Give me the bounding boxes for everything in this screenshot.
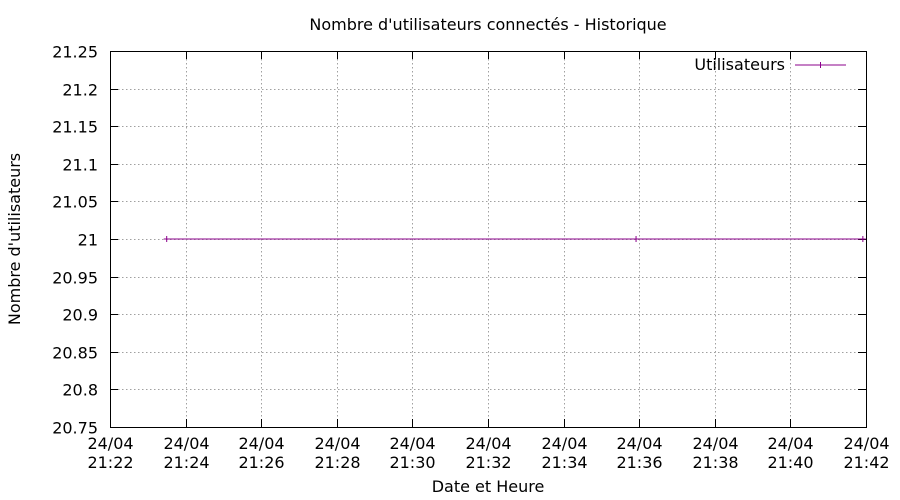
y-axis-label: Nombre d'utilisateurs <box>5 153 24 325</box>
x-tick-label-date: 24/04 <box>163 434 209 453</box>
x-tick-label-time: 21:34 <box>541 453 587 472</box>
y-tick-label: 21.05 <box>52 193 98 212</box>
x-tick-label-time: 21:40 <box>767 453 813 472</box>
y-tick-label: 20.75 <box>52 419 98 438</box>
data-point <box>859 236 866 242</box>
y-tick-label: 20.9 <box>62 306 98 325</box>
x-tick-label-time: 21:24 <box>163 453 209 472</box>
x-tick-label-date: 24/04 <box>616 434 662 453</box>
x-tick-label-time: 21:32 <box>465 453 511 472</box>
chart-title: Nombre d'utilisateurs connectés - Histor… <box>309 15 666 34</box>
x-tick-label-time: 21:22 <box>87 453 133 472</box>
y-tick-label: 21.2 <box>62 81 98 100</box>
x-tick-label-date: 24/04 <box>238 434 284 453</box>
y-tick-label: 21.1 <box>62 156 98 175</box>
y-tick-label: 21 <box>78 231 98 250</box>
x-tick-label-date: 24/04 <box>314 434 360 453</box>
y-tick-label: 21.15 <box>52 118 98 137</box>
axis-ticks: 21.25 21.2 21.15 21.1 21.05 21 20.95 20.9 20.85 2… <box>52 43 889 473</box>
y-tick-label: 21.25 <box>52 43 98 62</box>
series-layer <box>163 236 866 242</box>
x-tick-label-date: 24/04 <box>465 434 511 453</box>
x-tick-label-date: 24/04 <box>692 434 738 453</box>
x-tick-label-time: 21:30 <box>389 453 435 472</box>
x-tick-label-date: 24/04 <box>541 434 587 453</box>
x-tick-label-time: 21:36 <box>616 453 662 472</box>
data-point <box>163 236 170 242</box>
y-tick-label: 20.8 <box>62 381 98 400</box>
x-tick-label-time: 21:38 <box>692 453 738 472</box>
y-tick-label: 20.85 <box>52 344 98 363</box>
x-tick-label-time: 21:42 <box>843 453 889 472</box>
x-tick-label-date: 24/04 <box>843 434 889 453</box>
y-tick-label: 20.95 <box>52 269 98 288</box>
x-tick-label-time: 21:28 <box>314 453 360 472</box>
x-tick-label-date: 24/04 <box>87 434 133 453</box>
legend-label: Utilisateurs <box>694 55 785 74</box>
x-tick-label-date: 24/04 <box>767 434 813 453</box>
data-point <box>633 236 640 242</box>
x-tick-label-time: 21:26 <box>238 453 284 472</box>
x-tick-label-date: 24/04 <box>389 434 435 453</box>
x-axis-label: Date et Heure <box>432 477 545 496</box>
legend: Utilisateurs <box>694 55 846 74</box>
